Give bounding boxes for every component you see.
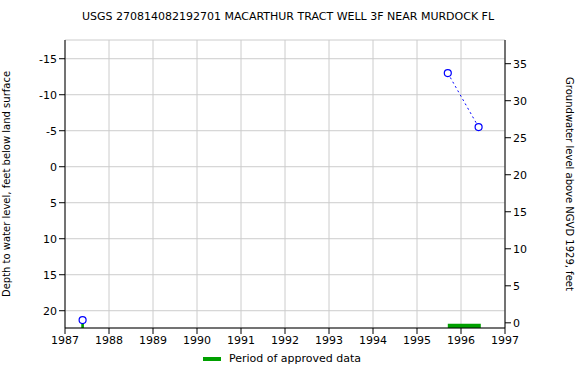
svg-text:1987: 1987	[51, 334, 79, 347]
svg-text:5: 5	[50, 197, 57, 210]
svg-text:-5: -5	[46, 125, 57, 138]
html-text:USGS 270814082192701 MACARTHUR: USGS 270814082192701 MACARTHUR TRACT WEL…	[81, 10, 495, 23]
svg-text:25: 25	[513, 132, 527, 145]
svg-text:15: 15	[513, 206, 527, 219]
svg-text:35: 35	[513, 58, 527, 71]
svg-text:1994: 1994	[359, 334, 387, 347]
svg-text:10: 10	[513, 243, 527, 256]
svg-text:1993: 1993	[315, 334, 343, 347]
svg-text:1996: 1996	[447, 334, 475, 347]
svg-text:Groundwater level above NGVD 1: Groundwater level above NGVD 1929, feet	[564, 77, 568, 291]
svg-text:Depth to water level, feet bel: Depth to water level, feet below land su…	[8, 71, 12, 297]
svg-text:10: 10	[43, 233, 57, 246]
svg-text:1992: 1992	[271, 334, 299, 347]
svg-text:1988: 1988	[95, 334, 123, 347]
svg-text:-15: -15	[39, 53, 57, 66]
svg-text:0: 0	[50, 161, 57, 174]
svg-text:1989: 1989	[139, 334, 167, 347]
svg-text:-10: -10	[39, 89, 57, 102]
svg-text:20: 20	[513, 169, 527, 182]
html-text:Period of approved data: Period of approved data	[228, 352, 362, 365]
svg-text:5: 5	[513, 280, 520, 293]
svg-text:1991: 1991	[227, 334, 255, 347]
svg-text:1990: 1990	[183, 334, 211, 347]
svg-text:1995: 1995	[403, 334, 431, 347]
svg-text:1997: 1997	[491, 334, 519, 347]
svg-text:0: 0	[513, 317, 520, 330]
svg-text:30: 30	[513, 95, 527, 108]
svg-text:15: 15	[43, 269, 57, 282]
svg-text:20: 20	[43, 305, 57, 318]
